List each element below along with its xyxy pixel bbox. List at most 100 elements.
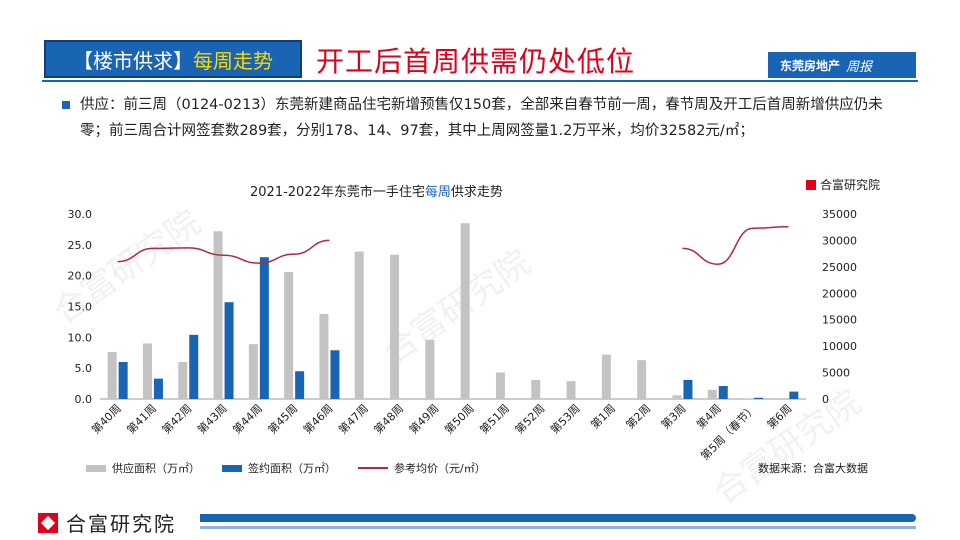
legend-label-supply: 供应面积（万㎡） [112, 462, 200, 475]
x-tick-label: 第49周 [406, 401, 441, 436]
x-tick-label: 第52周 [512, 401, 547, 436]
footer-logo: 合富研究院 [38, 508, 176, 537]
data-source: 数据来源：合富大数据 [758, 462, 868, 475]
x-tick-label: 第46周 [300, 401, 335, 436]
brand-script: 周报 [846, 59, 873, 75]
bar-supply [495, 372, 505, 399]
x-tick-label: 第41周 [124, 401, 159, 436]
x-tick-label: 第51周 [477, 401, 512, 436]
company-logo-icon [38, 512, 58, 533]
tag-accent: 每周走势 [193, 48, 273, 73]
x-tick-label: 第42周 [159, 401, 194, 436]
summary-text: 供应：前三周（0124-0213）东莞新建商品住宅新增预售仅150套，全部来自春… [80, 97, 883, 139]
y-right-tick-label: 30000 [822, 234, 857, 247]
bar-supply [460, 223, 470, 399]
brand-banner: 东莞房地产 周报 [768, 52, 916, 78]
y-right-tick-label: 15000 [822, 314, 857, 327]
bar-sign [189, 334, 199, 399]
bar-supply [672, 395, 682, 399]
legend-label-sign: 签约面积（万㎡） [248, 462, 336, 475]
y-left-tick-label: 0.0 [75, 393, 93, 406]
bar-supply [566, 381, 576, 399]
bullet-marker [62, 101, 70, 109]
footer-band [200, 514, 916, 522]
chart-title-highlight: 每周 [424, 185, 451, 200]
bar-supply [707, 389, 717, 399]
chart-legend: 供应面积（万㎡） 签约面积（万㎡） 参考均价（元/㎡） [86, 460, 508, 476]
y-left-tick-label: 20.0 [68, 270, 93, 283]
x-tick-label: 第2周 [623, 401, 653, 431]
y-left-tick-label: 30.0 [68, 208, 93, 221]
legend-swatch-sign [222, 464, 242, 472]
bar-sign [224, 302, 234, 399]
legend-item-sign: 签约面积（万㎡） [222, 460, 336, 476]
x-tick-label: 第1周 [588, 401, 618, 431]
footer-company: 合富研究院 [66, 512, 176, 536]
chart-title: 2021-2022年东莞市一手住宅每周供求走势 [250, 181, 503, 200]
y-left-tick-label: 25.0 [68, 239, 93, 252]
bar-supply [142, 343, 152, 399]
x-tick-label: 第48周 [371, 401, 406, 436]
bar-supply [319, 313, 329, 399]
y-right-tick-label: 35000 [822, 208, 857, 221]
x-tick-label: 第47周 [336, 401, 371, 436]
bar-supply [178, 362, 188, 399]
y-right-tick-label: 10000 [822, 340, 857, 353]
logo-mark-icon [806, 179, 816, 190]
bar-supply [248, 344, 258, 399]
y-right-tick-label: 0 [822, 393, 829, 406]
x-tick-label: 第40周 [88, 401, 123, 436]
bar-sign [718, 386, 728, 399]
bar-supply [107, 352, 117, 399]
y-right-tick-label: 5000 [822, 367, 850, 380]
x-tick-label: 第45周 [265, 401, 300, 436]
legend-item-supply: 供应面积（万㎡） [86, 460, 200, 476]
bar-sign [118, 362, 128, 399]
chart-title-prefix: 2021-2022年东莞市一手住宅 [250, 185, 425, 200]
y-left-tick-label: 5.0 [75, 362, 93, 375]
legend-label-price: 参考均价（元/㎡） [394, 462, 486, 475]
y-left-tick-label: 15.0 [68, 301, 93, 314]
chart-logo-text: 合富研究院 [820, 178, 881, 192]
legend-swatch-price [358, 467, 388, 469]
tag-open: 【 [73, 48, 93, 73]
x-tick-label: 第43周 [194, 401, 229, 436]
tag-close: 】 [173, 48, 193, 73]
bar-supply [213, 231, 223, 399]
bar-supply [390, 254, 400, 399]
bar-supply [284, 271, 294, 399]
bar-supply [425, 339, 435, 399]
bar-sign [754, 397, 764, 399]
bar-sign [683, 379, 693, 399]
x-tick-label: 第4周 [693, 401, 723, 431]
y-left-tick-label: 10.0 [68, 331, 93, 344]
bar-sign [295, 371, 305, 399]
section-tag: 【 楼市供求 】 每周走势 [44, 40, 302, 78]
legend-swatch-supply [86, 464, 106, 472]
y-right-tick-label: 20000 [822, 287, 857, 300]
page-title: 开工后首周供需仍处低位 [316, 45, 636, 78]
chart-title-suffix: 供求走势 [450, 185, 503, 200]
bar-supply [354, 251, 364, 399]
x-tick-label: 第6周 [764, 401, 794, 431]
bar-sign [259, 257, 269, 399]
bar-supply [531, 379, 541, 399]
tag-label: 楼市供求 [93, 48, 173, 73]
price-line [682, 226, 789, 265]
bar-sign [789, 391, 799, 399]
x-tick-label: 第44周 [230, 401, 265, 436]
bar-supply [601, 354, 611, 399]
x-tick-label: 第53周 [547, 401, 582, 436]
bar-supply [637, 360, 647, 399]
bar-supply [743, 398, 753, 399]
x-tick-label: 第3周 [658, 401, 688, 431]
price-line [117, 239, 330, 264]
bar-sign [330, 350, 340, 399]
brand-text: 东莞房地产 [780, 58, 841, 73]
chart-logo: 合富研究院 [806, 176, 880, 193]
y-right-tick-label: 25000 [822, 261, 857, 274]
footer-band-thin [200, 526, 916, 529]
summary-paragraph: 供应：前三周（0124-0213）东莞新建商品住宅新增预售仅150套，全部来自春… [60, 92, 910, 144]
header-rule [42, 80, 918, 82]
